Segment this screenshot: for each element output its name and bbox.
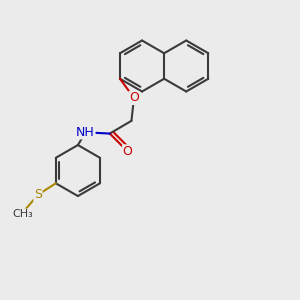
- Text: S: S: [34, 188, 42, 201]
- Text: CH₃: CH₃: [12, 209, 33, 219]
- Text: NH: NH: [76, 126, 95, 139]
- Text: O: O: [129, 92, 139, 104]
- Text: O: O: [123, 145, 133, 158]
